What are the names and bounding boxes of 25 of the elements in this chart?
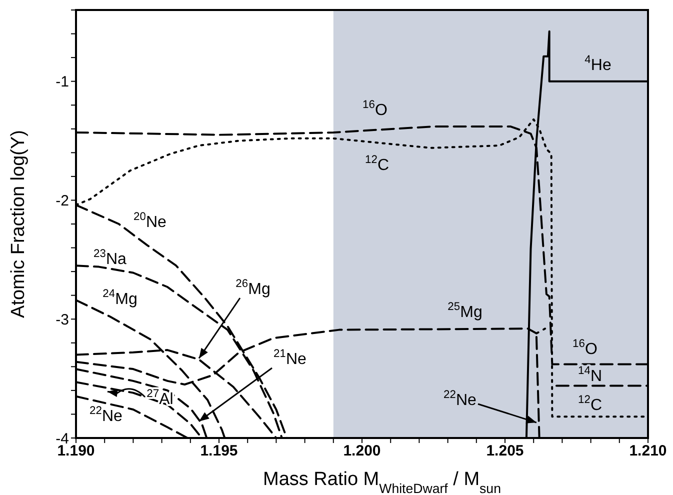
- annotation: $^{25}$Mg: [448, 300, 482, 322]
- annotation: $^{23}$Na: [94, 248, 127, 268]
- annotation: $^{4}$He: [584, 54, 612, 74]
- x-tick-label: 1.200: [343, 442, 381, 460]
- annotation: $^{20}$Ne: [134, 210, 167, 232]
- annotation: $^{26}$Mg: [236, 278, 270, 298]
- annotation: $^{22}$Ne: [90, 404, 123, 426]
- x-tick-label: 1.195: [200, 442, 238, 460]
- annotation: $^{16}$O: [362, 98, 388, 120]
- y-axis-title: Atomic Fraction log(Y): [8, 130, 29, 318]
- annotation: $^{21}$Ne: [274, 348, 307, 368]
- x-axis-title: Mass Ratio M$_{WhiteDwarf}$ / M$_{sun}$: [263, 469, 501, 495]
- annotation: $^{14}$N: [578, 364, 602, 386]
- annotation: $^{16}$O: [572, 338, 598, 358]
- annotation: $^{27}$Al: [146, 388, 174, 408]
- x-tick-label: 1.190: [57, 442, 95, 460]
- x-tick-label: 1.205: [486, 442, 524, 460]
- y-tick-label: -2: [56, 192, 69, 210]
- y-tick-label: -1: [56, 74, 69, 91]
- y-tick-label: -3: [56, 311, 69, 328]
- annotation: $^{12}$C: [364, 154, 390, 174]
- annotation: $^{24}$Mg: [102, 288, 138, 308]
- annotation: $^{12}$C: [578, 394, 602, 414]
- annotation: $^{22}$Ne: [444, 388, 477, 410]
- x-tick-label: 1.210: [629, 442, 667, 460]
